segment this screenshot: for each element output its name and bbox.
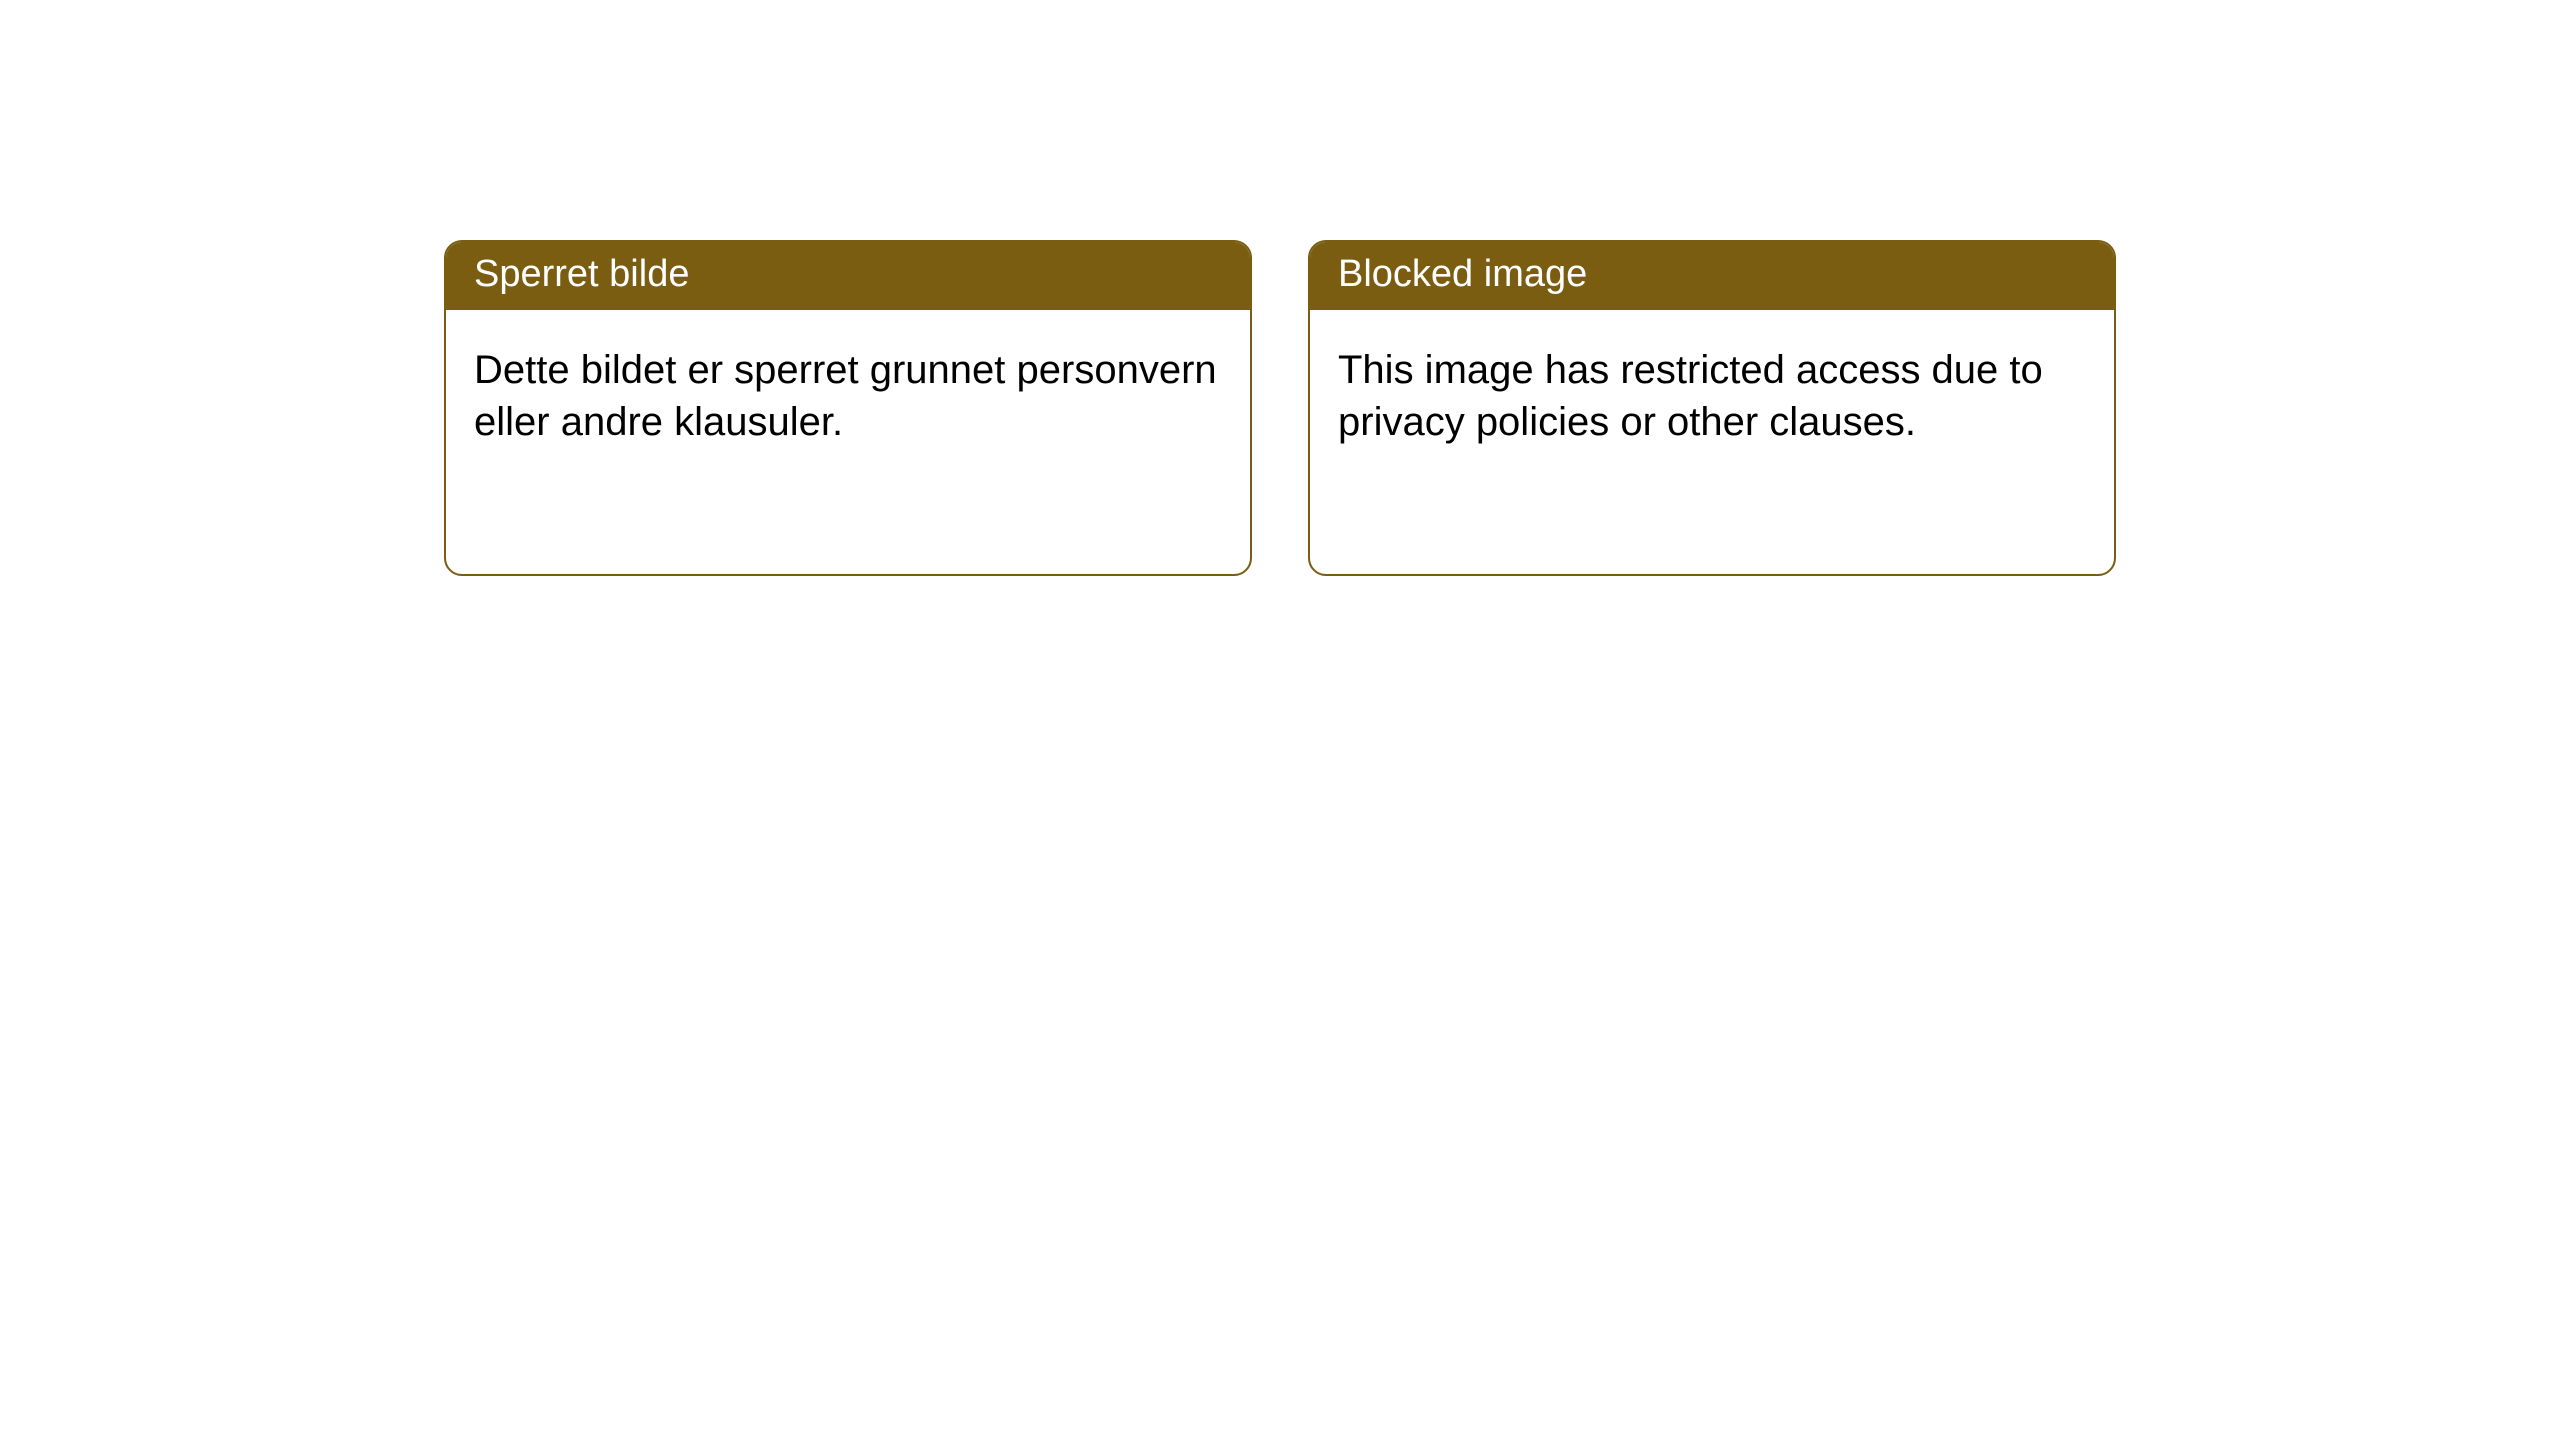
- card-body: This image has restricted access due to …: [1310, 310, 2114, 484]
- card-title: Blocked image: [1338, 253, 1587, 295]
- card-message: This image has restricted access due to …: [1338, 348, 2043, 445]
- card-header: Sperret bilde: [446, 242, 1250, 310]
- card-title: Sperret bilde: [474, 253, 689, 295]
- notice-container: Sperret bilde Dette bildet er sperret gr…: [0, 0, 2560, 576]
- blocked-image-card-no: Sperret bilde Dette bildet er sperret gr…: [444, 240, 1252, 576]
- card-body: Dette bildet er sperret grunnet personve…: [446, 310, 1250, 484]
- blocked-image-card-en: Blocked image This image has restricted …: [1308, 240, 2116, 576]
- card-header: Blocked image: [1310, 242, 2114, 310]
- card-message: Dette bildet er sperret grunnet personve…: [474, 348, 1217, 445]
